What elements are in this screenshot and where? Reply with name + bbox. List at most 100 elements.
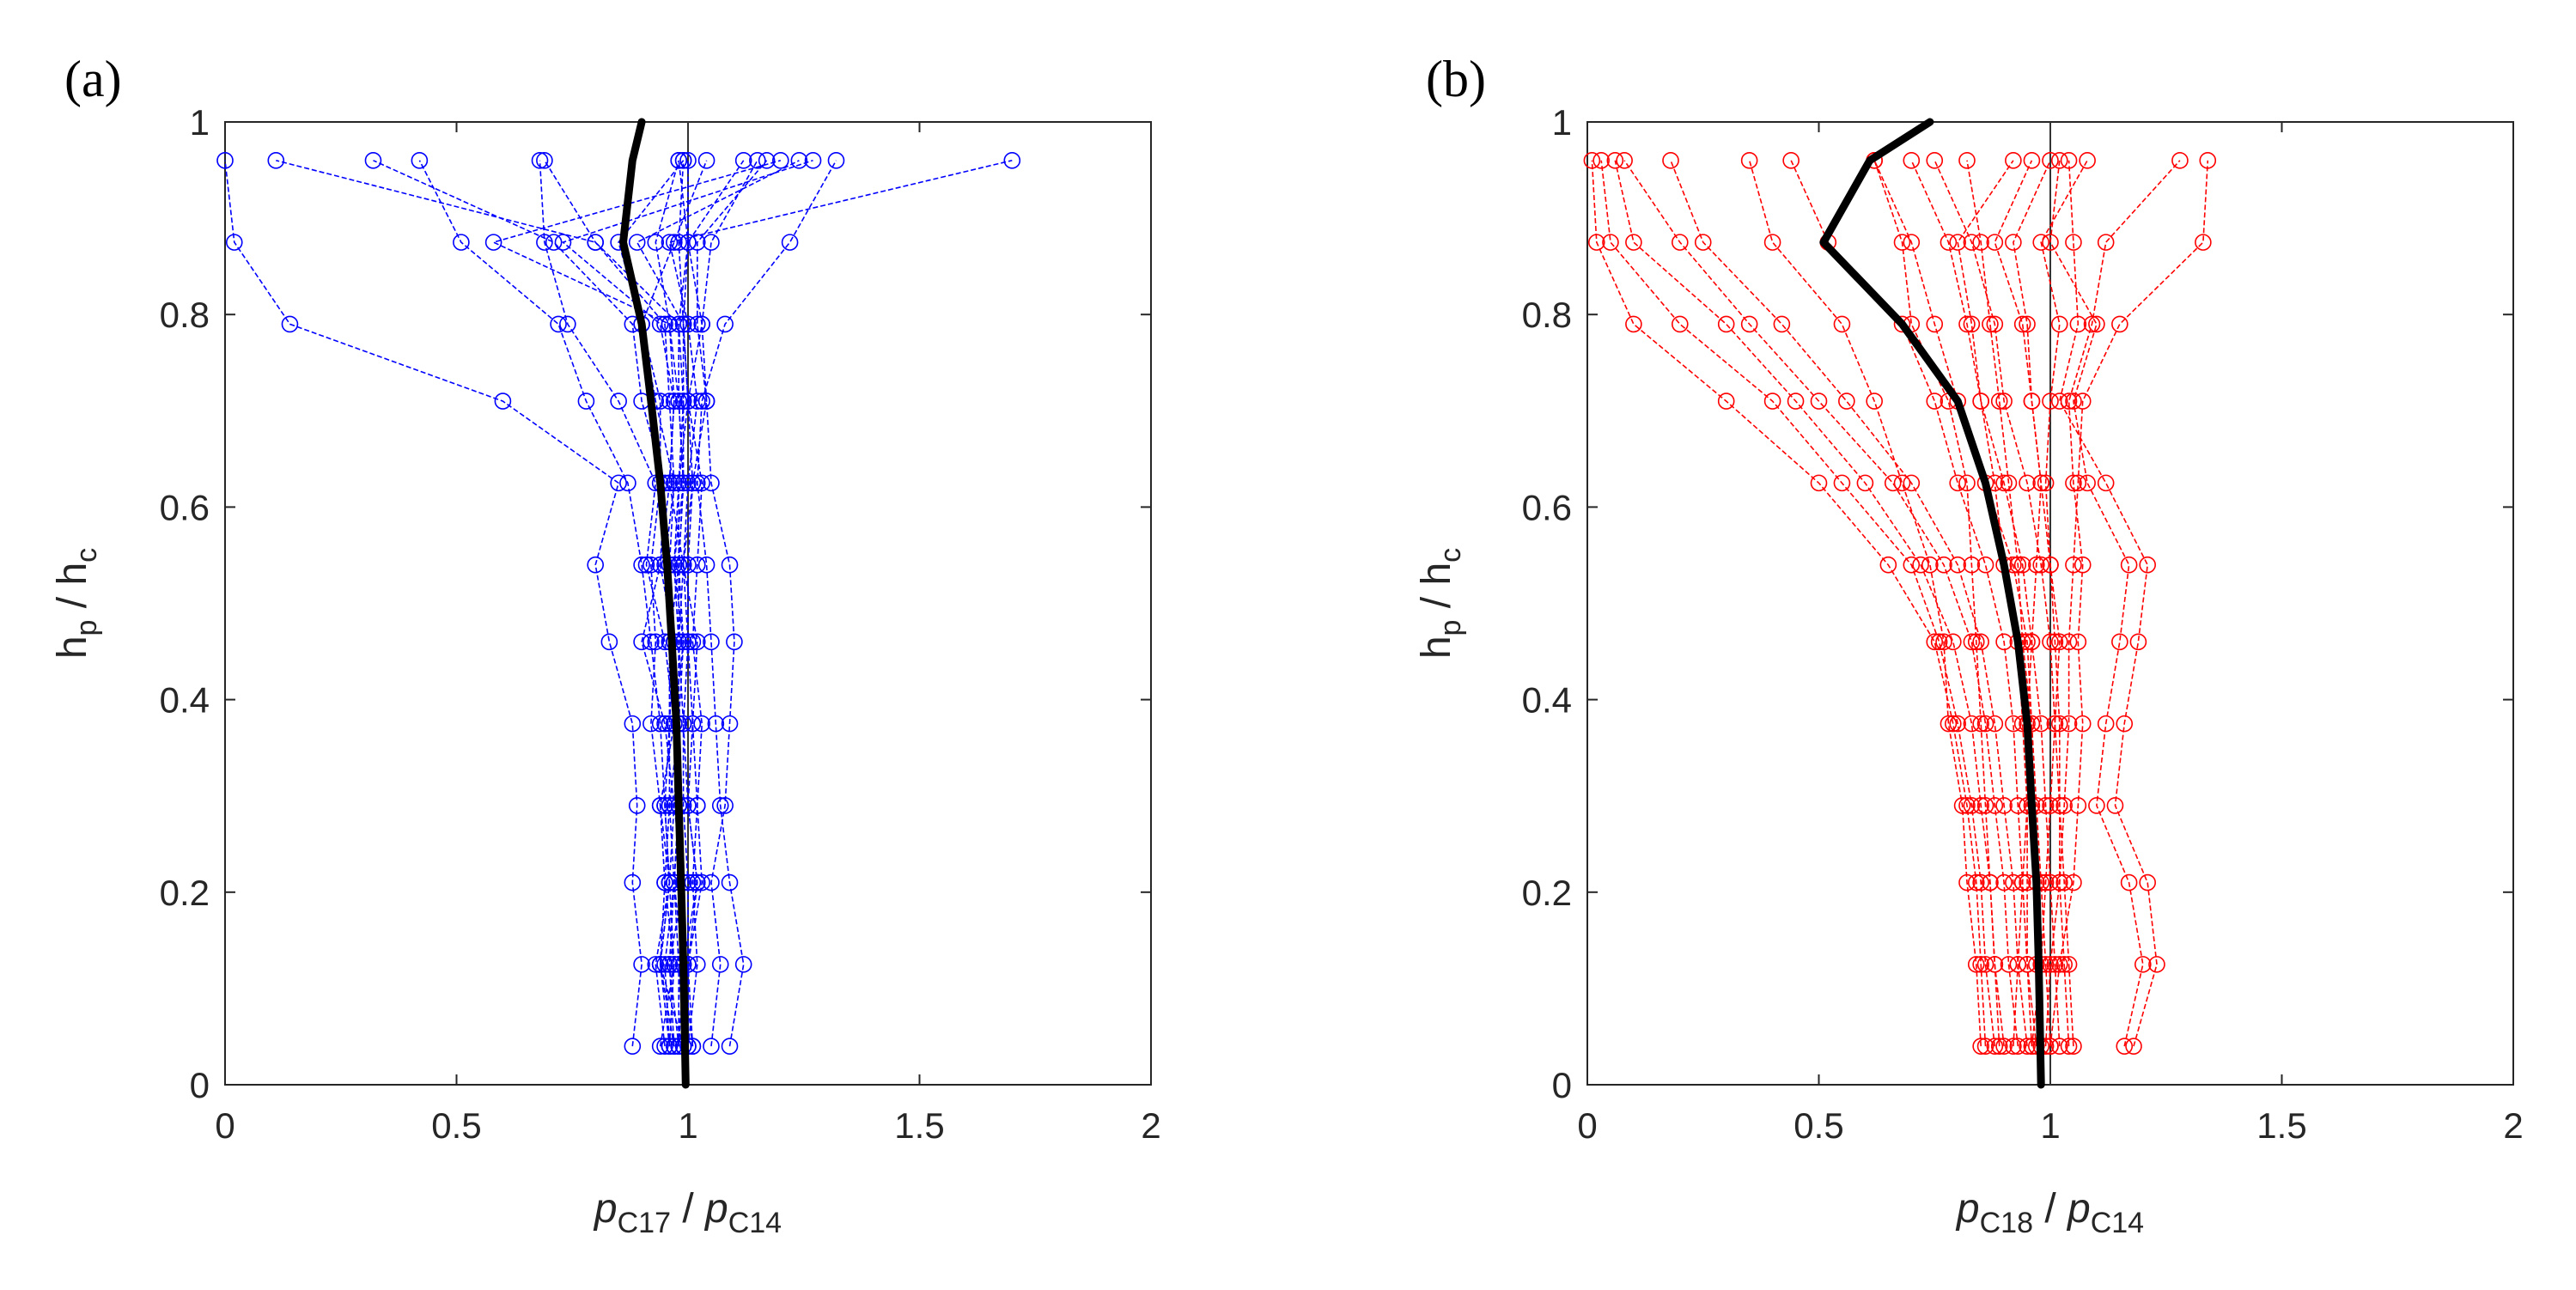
x-axis-label: pC18 / pC14 <box>1955 1186 2144 1239</box>
data-point <box>1976 1037 1994 1055</box>
y-tick-label: 0.8 <box>160 295 210 335</box>
data-point <box>1625 234 1642 251</box>
y-tick-label: 0.6 <box>1522 487 1572 527</box>
data-point <box>2009 1037 2027 1055</box>
data-point <box>2055 956 2073 973</box>
y-tick-label: 1 <box>190 102 210 143</box>
data-point <box>661 234 679 251</box>
data-point <box>2023 152 2041 169</box>
data-point <box>2042 152 2059 169</box>
data-point <box>688 873 706 891</box>
data-point <box>216 152 234 169</box>
data-point <box>674 392 692 410</box>
data-point <box>628 234 646 251</box>
data-point <box>670 315 688 333</box>
data-point <box>2083 315 2101 333</box>
data-point <box>559 315 576 333</box>
y-tick-label: 0.2 <box>1522 873 1572 913</box>
data-point <box>1967 956 1985 973</box>
data-point <box>703 1037 720 1055</box>
data-point <box>2116 715 2134 733</box>
data-point <box>651 715 669 733</box>
data-point <box>1763 392 1781 410</box>
data-point <box>2050 797 2068 814</box>
data-point <box>577 392 595 410</box>
data-point <box>670 392 688 410</box>
x-label-symbol: p <box>593 1186 618 1232</box>
data-point <box>1949 234 1966 251</box>
x-tick-label: 1 <box>678 1105 697 1146</box>
data-point <box>721 1037 739 1055</box>
data-point <box>734 152 752 169</box>
data-point <box>1990 1037 2008 1055</box>
data-point <box>697 556 716 574</box>
data-point <box>1717 392 1735 410</box>
data-point <box>2005 873 2022 891</box>
data-point <box>1935 556 1952 574</box>
data-point <box>1958 797 1976 814</box>
data-point <box>642 715 660 733</box>
data-point <box>554 234 572 251</box>
data-point <box>2037 797 2055 814</box>
panel-a: 0 0.5 1 1.5 200.20.40.60.81(a)pC17 / pC14hp … <box>50 51 1161 1239</box>
data-point <box>688 956 706 973</box>
data-point <box>1958 152 1976 169</box>
data-point <box>679 474 697 492</box>
data-point <box>364 152 382 169</box>
data-point <box>1625 315 1642 333</box>
data-point <box>2013 315 2031 333</box>
data-point <box>1976 715 1994 733</box>
data-point <box>2032 474 2050 492</box>
data-point <box>2042 797 2059 814</box>
data-point <box>2069 315 2087 333</box>
data-point <box>656 956 673 973</box>
data-point <box>1926 392 1944 410</box>
y-tick-label: 0.2 <box>160 873 210 913</box>
data-point <box>1833 315 1851 333</box>
data-point <box>721 715 739 733</box>
data-point <box>2005 715 2022 733</box>
data-point <box>674 474 692 492</box>
data-point <box>2050 956 2068 973</box>
data-point <box>711 956 729 973</box>
data-point <box>1990 392 2008 410</box>
data-point <box>2042 392 2059 410</box>
y-axis-label: hp / hc <box>1414 548 1467 659</box>
data-point <box>1940 234 1958 251</box>
x-label-symbol: p <box>2066 1186 2091 1232</box>
data-point <box>2046 956 2064 973</box>
data-point <box>1672 234 1689 251</box>
data-point <box>647 633 665 651</box>
x-tick-label: 0 <box>215 1105 234 1146</box>
data-point <box>536 152 553 169</box>
series-line-profile-20 <box>1873 160 2001 1047</box>
data-point <box>693 474 710 492</box>
data-point <box>531 152 549 169</box>
data-point <box>2000 956 2018 973</box>
data-point <box>1662 152 1679 169</box>
y-tick-label: 0.4 <box>160 680 210 721</box>
data-point <box>453 234 470 251</box>
data-point <box>827 152 845 169</box>
data-point <box>2065 556 2082 574</box>
data-point <box>2009 797 2027 814</box>
data-point <box>2005 234 2022 251</box>
x-tick-label: 1.5 <box>894 1105 944 1146</box>
x-tick-label: 0.5 <box>1793 1105 1843 1146</box>
data-point <box>790 152 808 169</box>
data-point <box>688 234 706 251</box>
data-point <box>1763 234 1781 251</box>
data-point <box>624 715 642 733</box>
data-point <box>2037 474 2055 492</box>
data-point <box>2019 474 2036 492</box>
panel-b: 0 0.5 1 1.5 200.20.40.60.81(b)pC18 / pC14hp … <box>1414 51 2524 1239</box>
data-point <box>1903 474 1921 492</box>
y-label-slash: / <box>1414 586 1459 620</box>
data-point <box>587 556 605 574</box>
x-tick-label: 1.5 <box>2256 1105 2306 1146</box>
data-point <box>2120 873 2138 891</box>
data-point <box>1995 873 2013 891</box>
data-point <box>661 1037 679 1055</box>
data-point <box>1921 556 1939 574</box>
data-point <box>2120 556 2138 574</box>
